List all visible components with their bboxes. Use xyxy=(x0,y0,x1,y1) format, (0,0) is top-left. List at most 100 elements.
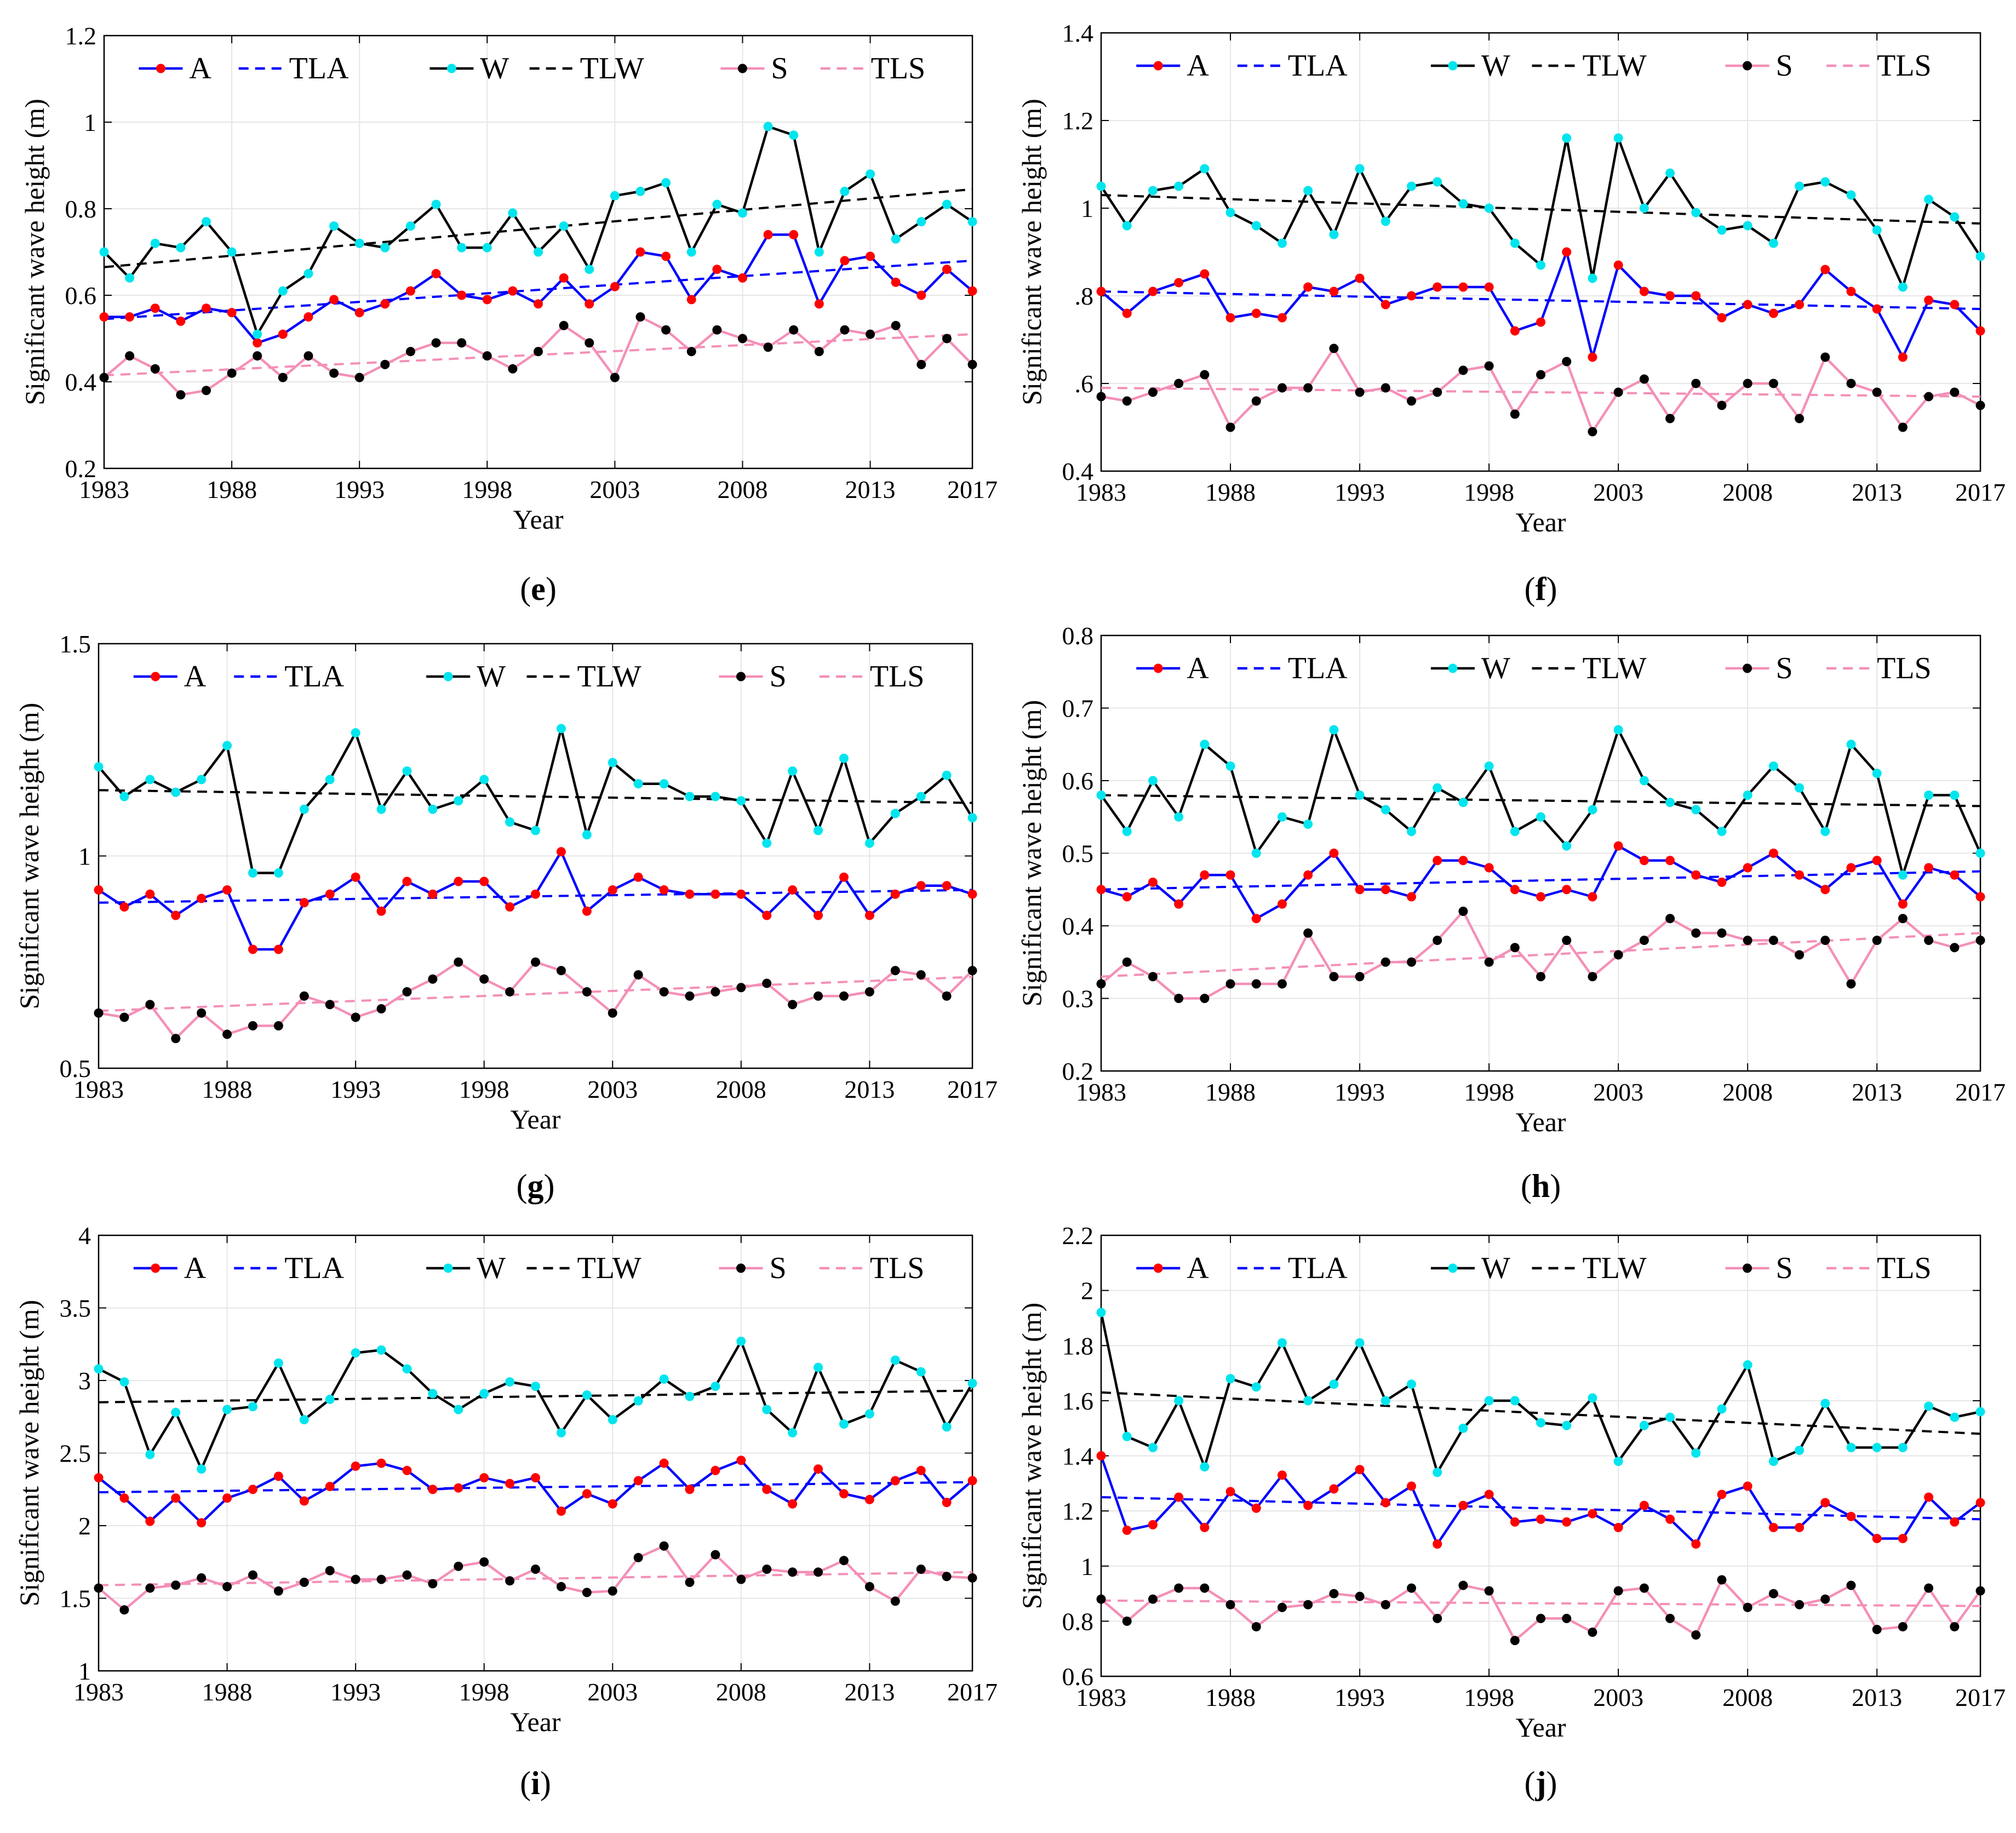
legend-item-tla: TLA xyxy=(234,1251,345,1285)
data-point-w xyxy=(454,796,463,806)
y-tick-label: 0.7 xyxy=(1062,695,1094,723)
legend-item-tla: TLA xyxy=(234,660,345,694)
y-tick-label: 4 xyxy=(78,1222,91,1250)
data-point-w xyxy=(1381,1396,1390,1406)
data-point-a xyxy=(1122,1525,1132,1535)
trend-line-tls xyxy=(98,1571,973,1586)
data-point-a xyxy=(1251,308,1261,318)
data-point-w xyxy=(1820,827,1830,837)
data-point-a xyxy=(1122,892,1132,902)
data-point-a xyxy=(1174,899,1184,909)
panel-label-close: ) xyxy=(540,1765,551,1801)
data-point-a xyxy=(1768,849,1778,858)
data-point-a xyxy=(1355,885,1365,895)
trend-line-tls xyxy=(1101,1599,1981,1607)
data-point-s xyxy=(248,1021,257,1030)
y-tick-label: 2.2 xyxy=(1062,1222,1094,1250)
panel-i: 1983 1988 1993 1998 2003 2008 2013 2017 1 1.5 2 2.5… xyxy=(14,1222,998,1801)
data-point-a xyxy=(303,312,313,322)
data-point-a xyxy=(1225,313,1235,323)
data-point-w xyxy=(171,787,181,797)
y-tick-label: 1.6 xyxy=(1062,1387,1094,1415)
data-point-a xyxy=(431,269,441,278)
data-point-w xyxy=(1484,1396,1494,1406)
data-point-s xyxy=(1355,387,1365,397)
trend-line-tla xyxy=(1101,290,1981,310)
data-point-w xyxy=(1381,805,1390,815)
data-point-s xyxy=(1251,979,1261,989)
legend-marker xyxy=(1153,61,1163,71)
data-point-s xyxy=(402,1570,412,1580)
data-point-s xyxy=(1096,392,1106,402)
data-point-a xyxy=(917,290,926,300)
legend-label: TLW xyxy=(1582,49,1646,83)
data-point-w xyxy=(1795,1445,1805,1455)
legend-item-w: W xyxy=(1430,651,1510,685)
data-point-a xyxy=(505,1479,515,1488)
data-point-w xyxy=(431,199,441,209)
legend-label: TLA xyxy=(1288,651,1348,685)
data-point-a xyxy=(171,910,181,920)
legend-label: TLW xyxy=(1582,1251,1646,1285)
data-point-a xyxy=(125,312,135,322)
data-point-s xyxy=(890,1596,900,1606)
data-point-a xyxy=(608,1499,617,1509)
data-point-a xyxy=(273,1471,283,1481)
data-point-s xyxy=(1406,396,1416,406)
data-point-w xyxy=(1251,221,1261,231)
data-point-w xyxy=(1277,1338,1287,1348)
data-point-a xyxy=(94,1473,104,1483)
data-point-s xyxy=(1872,1624,1882,1634)
data-point-s xyxy=(711,987,720,996)
data-point-s xyxy=(454,1561,463,1571)
data-point-w xyxy=(1613,1457,1623,1467)
x-tick-label: 1993 xyxy=(1335,1078,1385,1106)
data-point-a xyxy=(171,1493,181,1503)
data-point-w xyxy=(1820,177,1830,187)
data-point-w xyxy=(1303,1396,1313,1406)
panel-label-letter: e xyxy=(531,571,546,607)
data-point-a xyxy=(1458,856,1468,866)
data-point-a xyxy=(1872,1533,1882,1543)
data-point-s xyxy=(1303,1600,1313,1609)
data-point-a xyxy=(1200,1522,1210,1532)
data-point-w xyxy=(402,1364,412,1374)
data-point-w xyxy=(508,208,518,218)
data-point-s xyxy=(1975,1586,1985,1596)
legend-marker xyxy=(737,64,747,73)
data-point-a xyxy=(736,1456,746,1465)
data-point-w xyxy=(712,199,722,209)
data-point-w xyxy=(1924,791,1934,800)
data-point-a xyxy=(1795,1522,1805,1532)
data-point-s xyxy=(967,359,977,369)
y-tick-label: 1 xyxy=(84,108,96,136)
data-point-s xyxy=(866,329,875,339)
data-point-s xyxy=(762,1565,772,1574)
data-point-s xyxy=(1536,370,1545,380)
data-point-a xyxy=(1096,287,1106,296)
data-point-w xyxy=(789,130,799,140)
data-point-w xyxy=(325,1394,335,1404)
data-point-s xyxy=(1148,387,1158,397)
data-point-s xyxy=(1846,979,1856,989)
data-point-a xyxy=(890,889,900,899)
legend-item-tls: TLS xyxy=(1826,1251,1932,1285)
panel-label-close: ) xyxy=(1550,1168,1561,1204)
data-point-a xyxy=(479,877,489,886)
data-point-w xyxy=(1691,1448,1701,1458)
data-point-a xyxy=(531,889,540,899)
data-point-a xyxy=(1406,892,1416,902)
x-tick-label: 2008 xyxy=(1722,1078,1773,1106)
data-point-w xyxy=(840,186,850,196)
data-point-s xyxy=(711,1550,720,1560)
data-point-a xyxy=(508,286,518,296)
data-point-s xyxy=(916,970,926,979)
data-point-a xyxy=(176,316,186,326)
data-point-s xyxy=(788,1567,798,1577)
data-point-a xyxy=(1303,282,1313,292)
data-point-a xyxy=(1329,849,1339,858)
data-point-a xyxy=(1562,1517,1572,1527)
data-point-w xyxy=(1536,260,1545,270)
data-point-w xyxy=(1225,1374,1235,1384)
data-point-s xyxy=(556,966,566,976)
